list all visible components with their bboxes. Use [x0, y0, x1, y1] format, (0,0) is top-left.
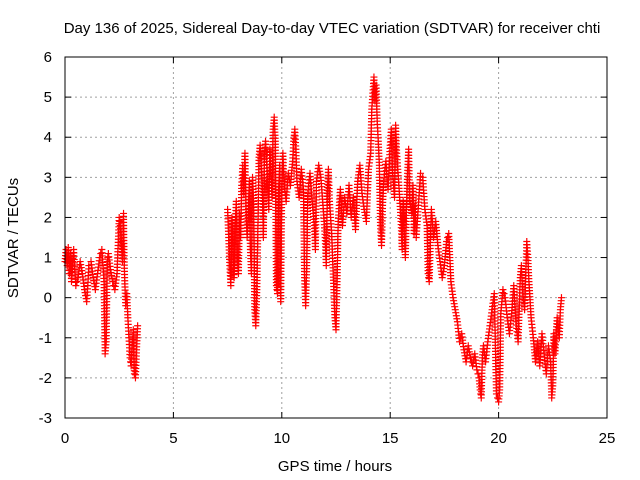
y-tick-label: 2 — [44, 209, 52, 226]
grid-layer — [65, 57, 607, 418]
x-tick-label: 5 — [169, 430, 177, 447]
y-tick-label: -2 — [39, 370, 52, 387]
y-tick-label: 3 — [44, 169, 52, 186]
y-tick-label: 1 — [44, 250, 52, 267]
x-tick-label: 25 — [599, 430, 616, 447]
data-point — [456, 338, 464, 346]
chart-title: Day 136 of 2025, Sidereal Day-to-day VTE… — [64, 20, 601, 37]
data-point — [500, 290, 508, 298]
x-axis-label: GPS time / hours — [278, 458, 392, 475]
data-point — [109, 278, 117, 286]
y-tick-label: 4 — [44, 129, 52, 146]
data-point — [134, 322, 142, 330]
y-tick-label: -1 — [39, 330, 52, 347]
x-tick-label: 15 — [382, 430, 399, 447]
y-tick-label: 0 — [44, 290, 52, 307]
data-point — [474, 370, 482, 378]
x-tick-label: 10 — [273, 430, 290, 447]
data-point — [499, 286, 507, 294]
data-point — [73, 278, 81, 286]
x-tick-labels: 0 5 10 15 20 25 — [61, 430, 616, 447]
x-tick-label: 0 — [61, 430, 69, 447]
y-axis-label: SDTVAR / TECUs — [5, 178, 22, 298]
data-marks — [61, 73, 565, 406]
y-tick-label: -3 — [39, 410, 52, 427]
data-point — [72, 282, 80, 290]
x-tick-label: 20 — [490, 430, 507, 447]
data-point — [557, 294, 565, 302]
data-point — [417, 169, 425, 177]
y-tick-label: 5 — [44, 89, 52, 106]
y-tick-label: 6 — [44, 49, 52, 66]
y-tick-labels: -3 -2 -1 0 1 2 3 4 5 6 — [39, 49, 52, 427]
plot-frame — [64, 56, 608, 419]
